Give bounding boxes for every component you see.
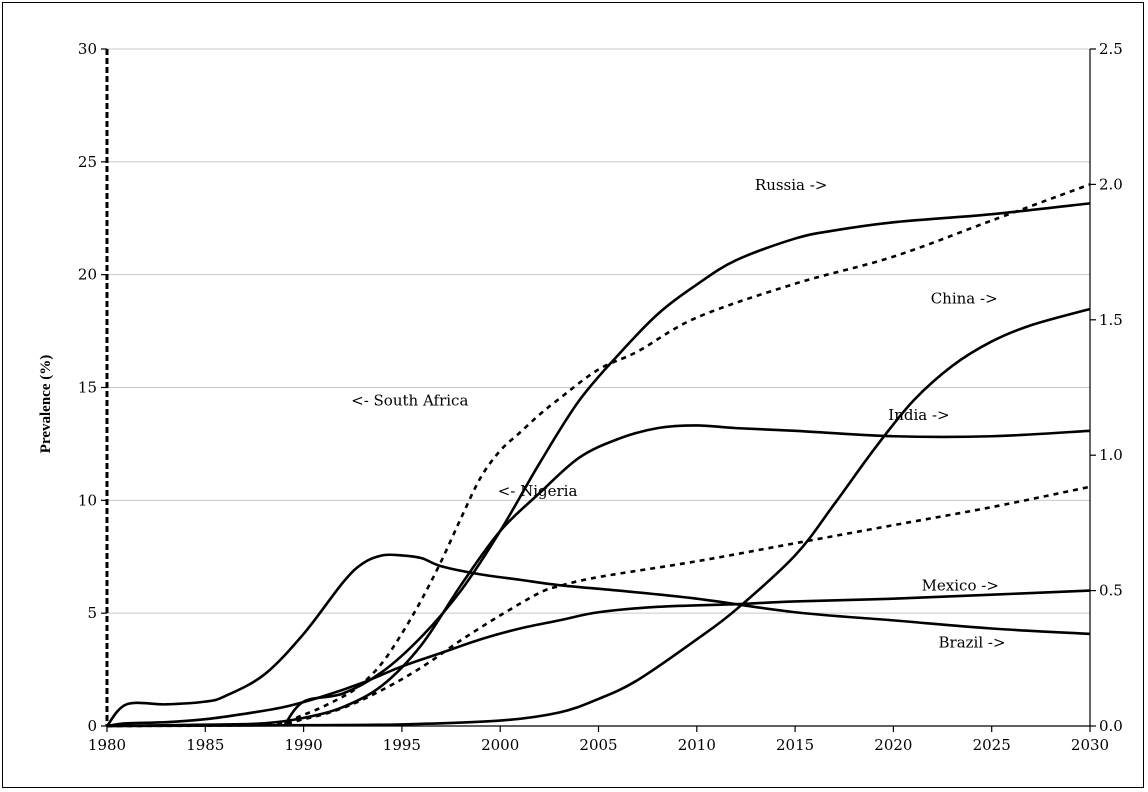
series-line-china — [106, 307, 1091, 728]
y-tick-label-right: 0.5 — [1099, 582, 1123, 600]
series-layer — [105, 183, 1091, 728]
y-tick-label-left: 30 — [78, 40, 97, 58]
x-tick-label: 2020 — [874, 736, 912, 754]
x-tick-label: 2030 — [1071, 736, 1109, 754]
y-tick-label-right: 2.0 — [1099, 175, 1123, 193]
y-tick-label-right: 2.5 — [1099, 40, 1123, 58]
series-label-china: China -> — [931, 290, 998, 308]
series-label-india: India -> — [888, 406, 949, 424]
x-tick-label: 2015 — [776, 736, 814, 754]
y-tick-label-left: 10 — [78, 491, 97, 509]
series-label-mexico: Mexico -> — [922, 577, 999, 595]
series-label-nigeria: <- Nigeria — [498, 482, 578, 500]
series-line-nigeria — [106, 485, 1091, 728]
y-tick-label-right: 1.5 — [1099, 311, 1123, 329]
series-label-south-africa: <- South Africa — [351, 392, 468, 410]
x-tick-label: 1990 — [285, 736, 323, 754]
series-line-south-africa — [106, 183, 1091, 728]
y-tick-label-left: 0 — [87, 717, 97, 735]
x-tick-label: 2005 — [579, 736, 617, 754]
y-tick-label-left: 25 — [78, 153, 97, 171]
series-line-mexico — [106, 589, 1091, 728]
x-tick-label: 1980 — [88, 736, 126, 754]
y-tick-label-right: 1.0 — [1099, 446, 1123, 464]
series-line-brazil — [105, 553, 1091, 727]
series-label-russia: Russia -> — [755, 176, 828, 194]
x-tick-label: 1985 — [186, 736, 224, 754]
y-tick-label-right: 0.0 — [1099, 717, 1123, 735]
series-label-brazil: Brazil -> — [939, 633, 1006, 651]
y-tick-label-left: 5 — [87, 604, 97, 622]
series-line-india — [106, 424, 1091, 728]
x-tick-label: 1995 — [383, 736, 421, 754]
gridlines — [107, 48, 1090, 614]
y-axis-title: Prevalence (%) — [38, 355, 54, 453]
series-line-russia — [282, 202, 1091, 727]
series-labels: <- South Africa <- Nigeria Russia -> China … — [351, 176, 1005, 652]
y-tick-label-left: 15 — [78, 379, 97, 397]
y-tick-label-left: 20 — [78, 266, 97, 284]
x-tick-label: 2025 — [973, 736, 1011, 754]
x-tick-label: 2010 — [678, 736, 716, 754]
x-tick-label: 2000 — [481, 736, 519, 754]
